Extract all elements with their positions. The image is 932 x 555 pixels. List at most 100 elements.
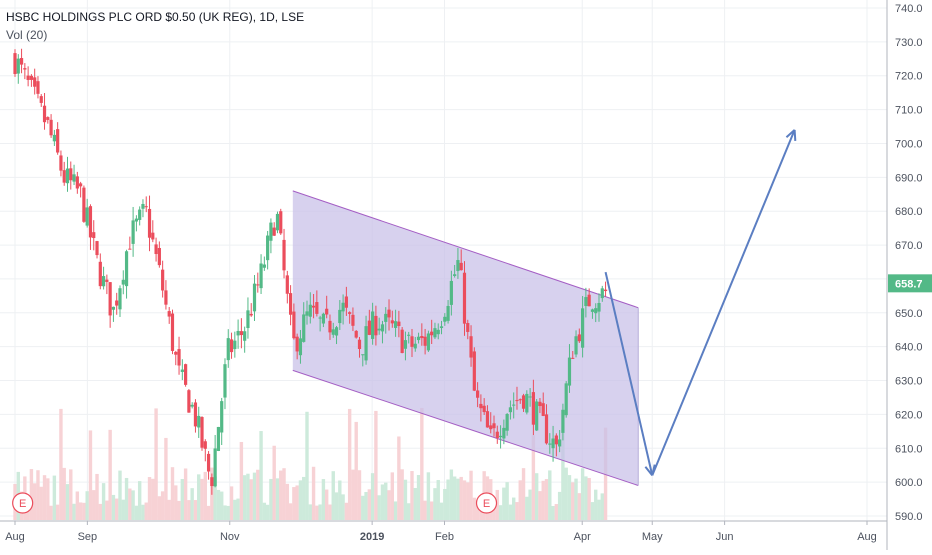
candle[interactable] — [259, 254, 263, 295]
candle[interactable] — [367, 309, 371, 336]
candle[interactable] — [239, 318, 243, 349]
candle[interactable] — [229, 332, 234, 359]
candle[interactable] — [311, 294, 316, 319]
channel-upper-line[interactable] — [292, 190, 639, 309]
candle[interactable] — [124, 249, 129, 299]
candle[interactable] — [98, 253, 102, 290]
candle[interactable] — [33, 68, 37, 95]
candle[interactable] — [459, 249, 463, 271]
candle[interactable] — [403, 331, 408, 361]
candle[interactable] — [118, 285, 122, 317]
candle[interactable] — [233, 331, 237, 358]
candle[interactable] — [108, 282, 112, 328]
candle[interactable] — [453, 264, 457, 278]
candle[interactable] — [298, 329, 303, 364]
candle[interactable] — [305, 300, 309, 325]
candle[interactable] — [285, 270, 289, 304]
candle[interactable] — [252, 275, 257, 322]
candle[interactable] — [443, 313, 447, 326]
candle[interactable] — [121, 270, 125, 295]
candle[interactable] — [36, 76, 40, 99]
candle[interactable] — [295, 333, 299, 360]
candle[interactable] — [433, 322, 437, 340]
candle[interactable] — [72, 164, 76, 186]
candle[interactable] — [600, 285, 604, 302]
candle[interactable] — [82, 185, 86, 223]
candle[interactable] — [531, 379, 535, 436]
candle[interactable] — [505, 413, 509, 436]
candle[interactable] — [23, 63, 27, 80]
candle[interactable] — [567, 344, 572, 393]
candle[interactable] — [466, 319, 470, 340]
candle[interactable] — [426, 330, 430, 352]
candle[interactable] — [62, 161, 66, 186]
candle[interactable] — [193, 399, 198, 433]
candle[interactable] — [544, 404, 549, 445]
candle[interactable] — [492, 415, 496, 437]
candle[interactable] — [288, 285, 293, 326]
candle[interactable] — [39, 94, 43, 107]
candle[interactable] — [357, 336, 362, 358]
candle[interactable] — [16, 54, 20, 84]
candle[interactable] — [574, 330, 578, 358]
candle[interactable] — [449, 270, 453, 316]
candle[interactable] — [603, 281, 608, 297]
candle[interactable] — [380, 320, 385, 344]
candle[interactable] — [390, 310, 394, 328]
candle[interactable] — [594, 303, 598, 323]
candle[interactable] — [174, 350, 178, 366]
candle[interactable] — [446, 300, 450, 324]
candle[interactable] — [161, 260, 165, 298]
candle[interactable] — [75, 171, 79, 194]
candle[interactable] — [374, 305, 378, 346]
candle[interactable] — [134, 215, 138, 232]
candle[interactable] — [351, 307, 355, 332]
candle[interactable] — [266, 230, 270, 270]
candle[interactable] — [29, 74, 34, 87]
candle[interactable] — [325, 295, 329, 319]
projection-arrow-up[interactable] — [651, 129, 796, 476]
candle[interactable] — [334, 325, 339, 345]
candle[interactable] — [413, 336, 417, 352]
candle[interactable] — [321, 312, 326, 328]
candle[interactable] — [558, 430, 562, 453]
channel-drawing[interactable] — [292, 190, 639, 486]
candle[interactable] — [495, 425, 499, 444]
candle[interactable] — [590, 308, 595, 319]
candle[interactable] — [315, 290, 319, 317]
candle[interactable] — [423, 328, 427, 355]
candle[interactable] — [262, 256, 266, 271]
candle[interactable] — [190, 402, 194, 409]
candle[interactable] — [52, 129, 56, 146]
candle[interactable] — [580, 295, 585, 358]
candle[interactable] — [49, 114, 53, 138]
candle[interactable] — [144, 196, 148, 213]
candle[interactable] — [512, 392, 516, 419]
candle[interactable] — [535, 399, 539, 431]
candle[interactable] — [141, 199, 145, 218]
candle[interactable] — [187, 389, 191, 413]
candle[interactable] — [525, 390, 529, 415]
candle[interactable] — [308, 292, 312, 324]
candle[interactable] — [416, 332, 421, 344]
candle[interactable] — [279, 208, 283, 235]
candle[interactable] — [95, 240, 99, 259]
candle[interactable] — [439, 320, 444, 335]
candle[interactable] — [56, 122, 60, 155]
candle[interactable] — [92, 220, 96, 251]
candle[interactable] — [184, 363, 188, 387]
candle[interactable] — [561, 403, 565, 441]
candle[interactable] — [85, 198, 89, 228]
candle[interactable] — [489, 412, 493, 434]
candle[interactable] — [272, 222, 276, 236]
candle[interactable] — [128, 236, 132, 250]
candle[interactable] — [577, 328, 581, 343]
candle[interactable] — [387, 299, 391, 331]
candle[interactable] — [180, 359, 184, 381]
candle[interactable] — [328, 314, 332, 340]
candle[interactable] — [269, 218, 273, 254]
candle[interactable] — [548, 433, 552, 454]
candle[interactable] — [154, 237, 158, 262]
projection-arrow-down[interactable] — [604, 271, 654, 476]
